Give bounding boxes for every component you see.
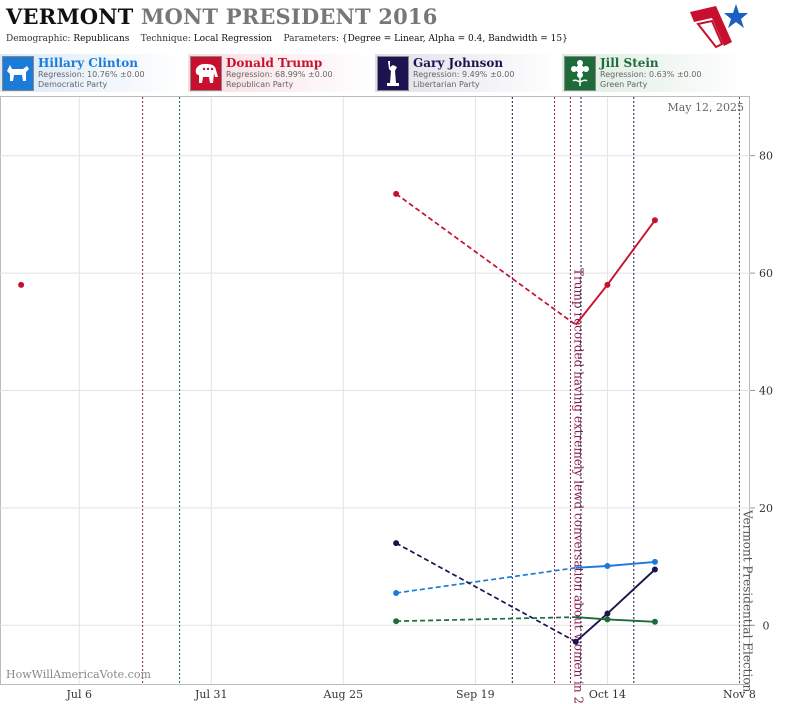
data-point	[604, 563, 611, 570]
candidate-card-clinton: Hillary Clinton Regression: 10.76% ±0.00…	[0, 54, 184, 92]
donkey-icon	[2, 56, 34, 91]
candidate-party: Libertarian Party	[413, 80, 480, 89]
candidate-regression: Regression: 0.63% ±0.00	[600, 70, 702, 79]
demographic-value: Republicans	[73, 34, 130, 44]
event-lines: Trump recorded having extremely lewd con…	[142, 97, 754, 704]
page-title: VERMONT MONT PRESIDENT 2016	[6, 4, 438, 29]
data-point	[393, 618, 400, 625]
candidate-card-trump: Donald Trump Regression: 68.99% ±0.00 Re…	[188, 54, 372, 92]
data-point	[604, 616, 611, 623]
candidate-party: Democratic Party	[38, 80, 108, 89]
flower-icon	[564, 56, 596, 91]
series-line	[574, 219, 656, 326]
data-point	[651, 558, 658, 565]
data-point	[604, 610, 611, 617]
event-label: Trump recorded having extremely lewd con…	[571, 268, 585, 704]
y-tick-label: 0	[763, 619, 770, 632]
x-tick-label: Jul 31	[194, 688, 228, 701]
parameters-label: Parameters:	[283, 34, 339, 44]
plot-frame	[0, 96, 750, 685]
parameters-value: {Degree = Linear, Alpha = 0.4, Bandwidth…	[341, 34, 568, 44]
title-contest: MONT PRESIDENT 2016	[141, 4, 438, 29]
event-label: Vermont Presidential Election	[740, 509, 754, 693]
candidate-regression: Regression: 68.99% ±0.00	[226, 70, 333, 79]
y-tick-label: 20	[759, 502, 773, 515]
watermark: HowWillAmericaVote.com	[6, 668, 151, 681]
title-state: VERMONT	[6, 4, 134, 29]
series-line	[575, 568, 656, 643]
series-points	[18, 190, 658, 645]
candidate-name: Hillary Clinton	[38, 56, 138, 70]
y-tick-label: 60	[759, 267, 773, 280]
y-tick-label: 40	[759, 385, 773, 398]
technique-label: Technique:	[140, 34, 191, 44]
demographic-label: Demographic:	[6, 34, 71, 44]
elephant-icon	[190, 56, 222, 91]
data-point	[393, 540, 400, 547]
x-tick-label: Sep 19	[456, 688, 495, 701]
candidate-party: Republican Party	[226, 80, 294, 89]
data-point	[604, 281, 611, 288]
statue-of-liberty-icon	[377, 56, 409, 91]
series-line	[575, 560, 655, 569]
technique-value: Local Regression	[193, 34, 273, 44]
stars-stripes-logo-icon	[690, 4, 748, 49]
data-point	[651, 217, 658, 224]
series-line-dashed	[396, 616, 576, 623]
candidate-card-johnson: Gary Johnson Regression: 9.49% ±0.00 Lib…	[375, 54, 559, 92]
candidate-regression: Regression: 9.49% ±0.00	[413, 70, 515, 79]
x-tick-label: Oct 14	[589, 688, 626, 701]
parameters-line: Demographic: Republicans Technique: Loca…	[6, 34, 568, 44]
series-line	[575, 616, 655, 623]
data-point	[393, 590, 400, 597]
x-tick-label: Jul 6	[65, 688, 92, 701]
x-tick-label: Nov 8	[723, 688, 756, 701]
data-point	[651, 566, 658, 573]
candidate-name: Gary Johnson	[413, 56, 504, 70]
data-point	[393, 190, 400, 197]
axis-ticks: Jul 6 Jul 31 Aug 25 Sep 19 Oct 14 Nov 8 0 20 40 6…	[65, 150, 773, 701]
series-lines	[395, 193, 656, 643]
y-tick-label: 80	[759, 150, 773, 163]
x-tick-label: Aug 25	[323, 688, 364, 701]
data-point	[18, 281, 25, 288]
series-line-dashed	[395, 542, 577, 643]
series-line-dashed	[395, 566, 576, 594]
data-point	[651, 618, 658, 625]
candidate-party: Green Party	[600, 80, 648, 89]
series-line-dashed	[395, 193, 577, 326]
candidate-card-stein: Jill Stein Regression: 0.63% ±0.00 Green…	[562, 54, 746, 92]
grid-lines	[0, 97, 750, 684]
candidate-regression: Regression: 10.76% ±0.00	[38, 70, 145, 79]
candidate-name: Donald Trump	[226, 56, 323, 70]
chart-date: May 12, 2025	[667, 101, 744, 114]
data-point	[572, 638, 579, 645]
candidate-name: Jill Stein	[600, 56, 659, 70]
